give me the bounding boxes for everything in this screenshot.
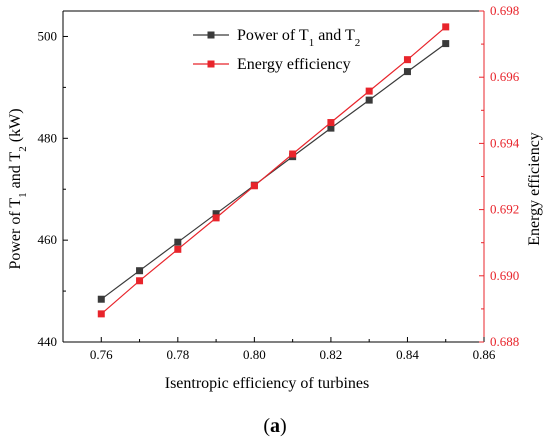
y-right-tick-label: 0.690 xyxy=(490,268,519,283)
y-left-title-part: 1 xyxy=(17,192,29,198)
y-right-tick-label: 0.698 xyxy=(490,3,519,18)
legend-label: Power of T1 and T2 xyxy=(237,27,360,49)
series-marker xyxy=(365,87,373,95)
series-marker xyxy=(97,310,105,318)
x-tick-label: 0.84 xyxy=(396,347,419,362)
y-left-title-part: and T xyxy=(7,152,24,193)
caption-letter: a xyxy=(270,415,280,437)
y-left-tick-label: 440 xyxy=(38,334,58,349)
x-tick-label: 0.78 xyxy=(166,347,189,362)
x-axis-title: Isentropic efficiency of turbines xyxy=(165,375,370,392)
caption-open: ( xyxy=(263,415,270,437)
legend: Power of T1 and T2 Energy efficiency xyxy=(193,27,360,73)
y-left-tick-label: 480 xyxy=(38,130,58,145)
series-marker xyxy=(442,40,450,48)
y-left-title-part: (kW) xyxy=(7,108,24,146)
series-marker xyxy=(403,68,411,76)
x-tick-label: 0.80 xyxy=(243,347,266,362)
y-right-axis-title: Energy efficiency xyxy=(526,132,543,246)
series-marker xyxy=(212,210,220,218)
series-marker xyxy=(289,150,297,158)
y-right-tick-label: 0.694 xyxy=(490,135,520,150)
series-marker xyxy=(136,267,144,275)
series-marker xyxy=(327,119,335,127)
series-line xyxy=(100,26,447,315)
y-right-tick-label: 0.692 xyxy=(490,202,519,217)
y-left-axis: 440 460 480 500 xyxy=(38,28,68,349)
series-marker xyxy=(97,295,105,303)
legend-label-part: 1 xyxy=(309,37,315,49)
y-left-title-part: 2 xyxy=(17,146,29,152)
series-layer xyxy=(97,23,450,318)
legend-label-part: Energy efficiency xyxy=(237,56,351,73)
x-tick-label: 0.82 xyxy=(320,347,343,362)
caption-close: ) xyxy=(280,415,287,437)
series-marker xyxy=(442,23,450,31)
y-left-tick-label: 460 xyxy=(38,232,58,247)
legend-label: Energy efficiency xyxy=(237,56,351,73)
legend-label-part: Power of T xyxy=(237,27,309,44)
x-tick-label: 0.86 xyxy=(473,347,496,362)
y-left-tick-label: 500 xyxy=(38,28,58,43)
x-tick-label: 0.76 xyxy=(90,347,113,362)
series-marker xyxy=(174,238,182,246)
series-marker xyxy=(250,182,258,190)
series-marker xyxy=(365,96,373,104)
x-axis: 0.76 0.78 0.80 0.82 0.84 0.86 xyxy=(90,337,496,362)
series-line xyxy=(100,43,447,300)
series-marker xyxy=(327,124,335,132)
y-right-tick-label: 0.688 xyxy=(490,334,519,349)
legend-label-part: and T xyxy=(314,27,355,44)
series-marker xyxy=(212,214,220,222)
legend-marker xyxy=(207,31,215,39)
series-marker xyxy=(403,56,411,64)
legend-label-part: 2 xyxy=(355,37,361,49)
y-left-title-part: Power of T xyxy=(7,198,24,270)
legend-marker xyxy=(207,60,215,68)
series-marker xyxy=(136,277,144,285)
y-right-axis: 0.688 0.690 0.692 0.694 0.696 0.698 xyxy=(479,3,520,349)
y-right-tick-label: 0.696 xyxy=(490,69,520,84)
series-marker xyxy=(174,245,182,253)
figure-caption: (a) xyxy=(263,415,286,437)
y-left-axis-title: Power of T1 and T2 (kW) xyxy=(7,108,29,269)
